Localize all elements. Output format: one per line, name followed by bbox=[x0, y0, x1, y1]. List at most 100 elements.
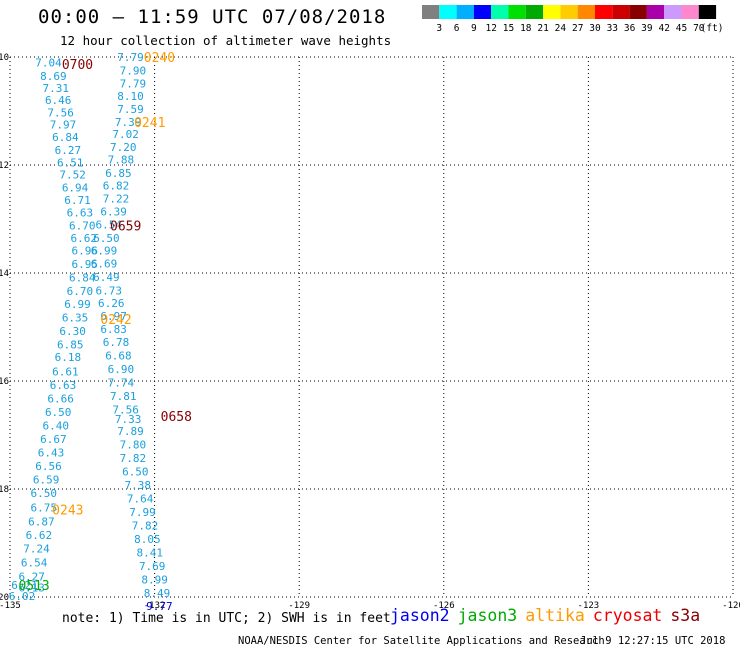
color-scale-tick: 70 bbox=[693, 23, 705, 34]
wave-height-point: 6.63 bbox=[67, 207, 94, 220]
wave-height-point: 7.52 bbox=[59, 169, 86, 182]
color-scale-bar: 3 6 9 12 15 18 21 24 27 30 33 36 39 42 45 70(ft) bbox=[422, 5, 724, 34]
wave-height-point: 6.66 bbox=[47, 392, 74, 405]
wave-height-point: 7.59 bbox=[117, 103, 144, 116]
wave-height-point: 6.50 bbox=[30, 487, 57, 500]
color-swatch bbox=[595, 5, 613, 19]
wave-height-point: 7.64 bbox=[127, 493, 154, 506]
color-swatch bbox=[456, 5, 474, 19]
color-swatch bbox=[577, 5, 595, 19]
y-tick-label: -18 bbox=[0, 485, 9, 495]
wave-height-point: 7.97 bbox=[50, 119, 77, 132]
color-swatch bbox=[491, 5, 509, 19]
wave-height-point: 6.02 bbox=[9, 590, 36, 603]
color-swatch bbox=[439, 5, 457, 19]
pass-time-label: 0243 bbox=[52, 504, 83, 519]
wave-height-point: 6.62 bbox=[70, 232, 97, 245]
color-scale-tick: 39 bbox=[641, 23, 653, 34]
color-swatch bbox=[664, 5, 682, 19]
wave-height-point: 6.87 bbox=[28, 515, 55, 528]
y-tick-label: -16 bbox=[0, 377, 9, 387]
wave-height-point: 6.69 bbox=[91, 257, 118, 270]
wave-height-point: 6.50 bbox=[122, 466, 149, 479]
color-scale-tick: 24 bbox=[555, 23, 567, 34]
color-scale-tick: 18 bbox=[520, 23, 532, 34]
color-scale-tick: 45 bbox=[676, 23, 687, 34]
wave-height-point: 7.33 bbox=[115, 413, 142, 426]
wave-height-point: 6.35 bbox=[62, 311, 89, 324]
pass-time-label: 0700 bbox=[62, 58, 93, 73]
y-tick-label: -10 bbox=[0, 53, 9, 63]
wave-height-point: 6.43 bbox=[38, 446, 65, 459]
wave-height-point: 7.56 bbox=[47, 107, 74, 120]
wave-height-point: 6.62 bbox=[26, 529, 53, 542]
wave-height-point: 6.51 bbox=[57, 156, 84, 169]
wave-height-point: 6.96 bbox=[71, 244, 98, 257]
wave-height-point: 8.69 bbox=[40, 70, 67, 83]
wave-height-point: 6.61 bbox=[52, 365, 79, 378]
wave-height-point: 7.79 bbox=[117, 51, 144, 64]
legend-item-jason2: jason2 bbox=[390, 606, 450, 625]
x-tick-label: -120 bbox=[722, 601, 740, 611]
satellite-legend: jason2 jason3 altika cryosat s3a bbox=[390, 606, 708, 625]
wave-height-point: 6.50 bbox=[45, 406, 72, 419]
x-tick-label: -135 bbox=[0, 601, 21, 611]
wave-height-point: 7.80 bbox=[120, 439, 147, 452]
wave-height-point: 7.69 bbox=[139, 560, 166, 573]
wave-height-point: 8.49 bbox=[144, 587, 171, 600]
wave-height-point: 7.74 bbox=[108, 377, 135, 390]
wave-height-point: 7.90 bbox=[120, 65, 147, 78]
wave-height-point: 6.90 bbox=[108, 363, 135, 376]
wave-height-point: 6.99 bbox=[91, 244, 118, 257]
wave-height-point: 7.02 bbox=[112, 128, 139, 141]
wave-height-point: 6.75 bbox=[30, 501, 57, 514]
wave-height-point: 6.21 bbox=[11, 579, 38, 592]
wave-height-point: 7.56 bbox=[112, 404, 139, 417]
color-scale-tick: 33 bbox=[607, 23, 618, 34]
legend-item-cryosat: cryosat bbox=[592, 606, 663, 625]
wave-height-point: 8.99 bbox=[141, 574, 168, 587]
wave-height-point: 6.73 bbox=[96, 284, 123, 297]
legend-item-jason3: jason3 bbox=[457, 606, 518, 625]
wave-height-point: 6.49 bbox=[93, 271, 120, 284]
wave-height-point: 6.67 bbox=[40, 433, 67, 446]
wave-height-point: 9.77 bbox=[146, 600, 173, 613]
wave-height-point: 6.26 bbox=[98, 297, 125, 310]
wave-height-point: 6.54 bbox=[96, 218, 123, 231]
wave-height-point: 7.04 bbox=[35, 56, 62, 69]
wave-height-point: 6.50 bbox=[93, 232, 120, 245]
wave-height-point: 7.82 bbox=[120, 452, 147, 465]
pass-time-label: 0241 bbox=[134, 116, 165, 131]
wave-height-point: 6.99 bbox=[64, 298, 91, 311]
generated-timestamp: Jul 9 12:27:15 UTC 2018 bbox=[580, 635, 726, 647]
chart-subtitle: 12 hour collection of altimeter wave hei… bbox=[60, 33, 392, 48]
color-scale-tick: 30 bbox=[589, 23, 601, 34]
pass-time-label: 0513 bbox=[18, 579, 49, 594]
wave-height-point: 7.38 bbox=[124, 479, 151, 492]
color-swatch bbox=[422, 5, 440, 19]
color-scale-tick: 3 bbox=[436, 23, 442, 34]
wave-height-point: 7.89 bbox=[117, 425, 144, 438]
color-swatch bbox=[629, 5, 647, 19]
color-scale-tick: 27 bbox=[572, 23, 583, 34]
wave-height-point: 6.78 bbox=[103, 336, 130, 349]
wave-height-point: 7.81 bbox=[110, 390, 137, 403]
color-scale-tick: 12 bbox=[485, 23, 496, 34]
color-swatch bbox=[560, 5, 578, 19]
color-swatch bbox=[681, 5, 699, 19]
wave-height-point: 6.84 bbox=[52, 131, 79, 144]
wave-height-point: 6.70 bbox=[69, 219, 96, 232]
color-scale-tick: 42 bbox=[658, 23, 669, 34]
color-scale-unit: (ft) bbox=[701, 23, 724, 34]
legend-item-s3a: s3a bbox=[670, 606, 701, 625]
x-tick-label: -123 bbox=[578, 601, 600, 611]
wave-height-point: 6.27 bbox=[18, 570, 45, 583]
wave-height-point: 6.71 bbox=[64, 194, 91, 207]
color-scale-tick: 15 bbox=[503, 23, 514, 34]
wave-height-point: 6.27 bbox=[55, 144, 82, 157]
color-swatch bbox=[646, 5, 665, 19]
wave-height-point: 6.95 bbox=[71, 258, 98, 271]
wave-height-point: 6.30 bbox=[59, 325, 86, 338]
wave-height-point: 6.85 bbox=[105, 167, 132, 180]
